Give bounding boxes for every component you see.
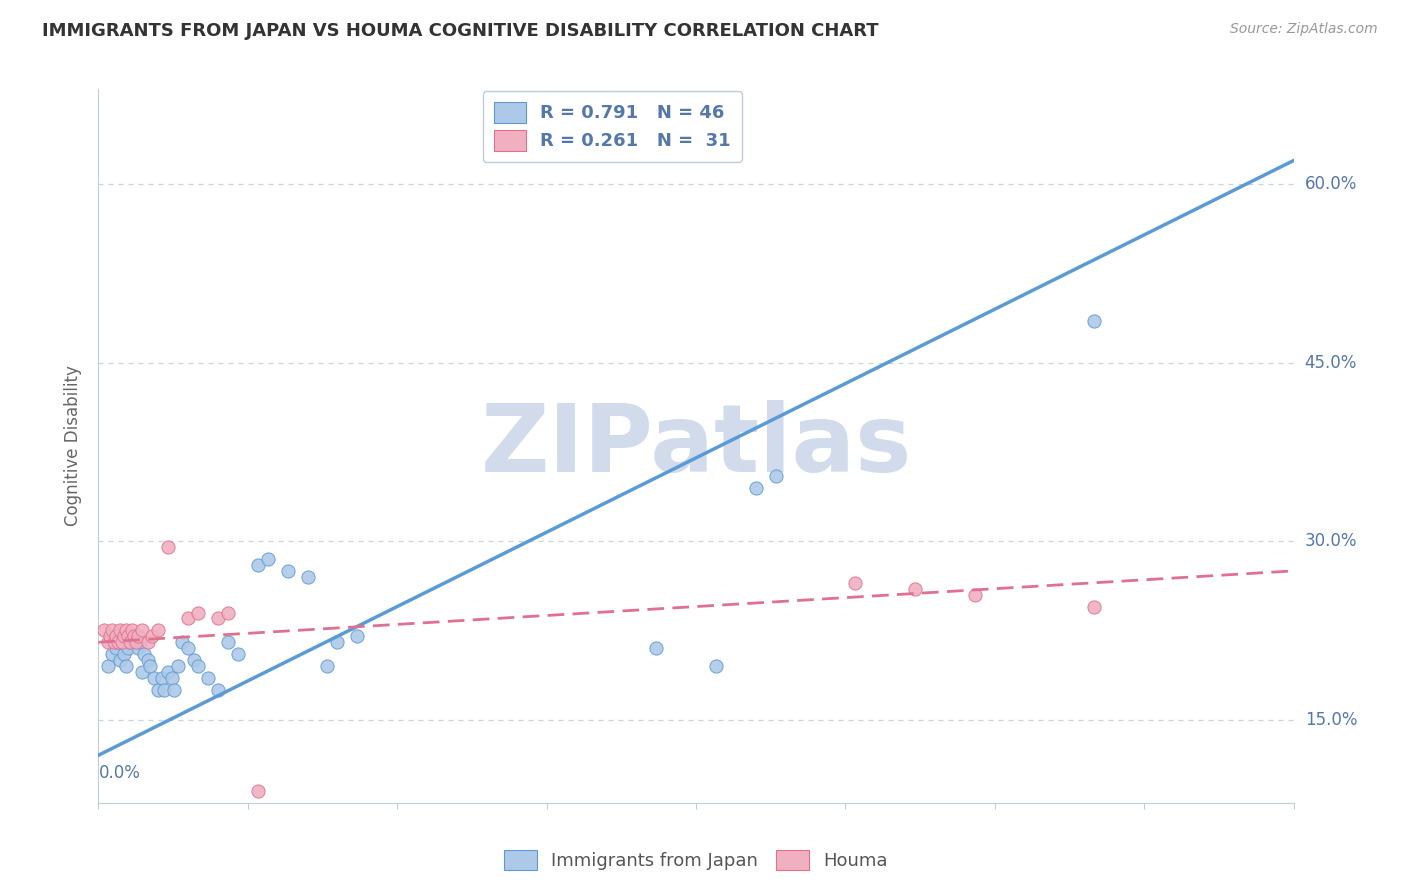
Point	[197, 671, 219, 685]
Text: 15.0%: 15.0%	[1305, 711, 1357, 729]
Point	[704, 659, 727, 673]
Point	[1083, 314, 1105, 328]
Point	[134, 647, 156, 661]
Point	[187, 659, 209, 673]
Point	[765, 468, 787, 483]
Point	[277, 564, 299, 578]
Point	[207, 682, 229, 697]
Text: 60.0%: 60.0%	[1305, 176, 1357, 194]
Point	[177, 611, 200, 625]
Point	[101, 624, 124, 638]
Point	[107, 629, 129, 643]
Point	[98, 629, 122, 643]
Point	[124, 629, 146, 643]
Point	[150, 671, 173, 685]
Point	[167, 659, 190, 673]
Point	[129, 635, 152, 649]
Point	[93, 624, 115, 638]
Point	[125, 635, 148, 649]
Point	[645, 641, 668, 656]
Text: Source: ZipAtlas.com: Source: ZipAtlas.com	[1230, 22, 1378, 37]
Point	[127, 641, 149, 656]
Text: 0.0%: 0.0%	[98, 764, 141, 781]
Point	[217, 606, 239, 620]
Legend: Immigrants from Japan, Houma: Immigrants from Japan, Houma	[495, 840, 897, 880]
Point	[139, 659, 162, 673]
Point	[143, 671, 166, 685]
Point	[153, 682, 176, 697]
Point	[207, 611, 229, 625]
Point	[136, 635, 159, 649]
Text: ZIPatlas: ZIPatlas	[481, 400, 911, 492]
Point	[115, 659, 138, 673]
Y-axis label: Cognitive Disability: Cognitive Disability	[65, 366, 83, 526]
Point	[131, 665, 153, 679]
Point	[97, 635, 120, 649]
Text: 30.0%: 30.0%	[1305, 533, 1357, 550]
Point	[115, 624, 138, 638]
Point	[121, 624, 143, 638]
Point	[110, 624, 132, 638]
Point	[105, 641, 128, 656]
Point	[112, 629, 135, 643]
Point	[117, 629, 139, 643]
Point	[177, 641, 200, 656]
Point	[246, 784, 269, 798]
Point	[107, 635, 129, 649]
Point	[131, 624, 153, 638]
Point	[226, 647, 249, 661]
Point	[346, 629, 368, 643]
Point	[107, 635, 129, 649]
Point	[157, 540, 180, 554]
Point	[844, 575, 866, 590]
Point	[963, 588, 986, 602]
Point	[136, 653, 159, 667]
Point	[124, 635, 146, 649]
Point	[120, 635, 142, 649]
Point	[160, 671, 183, 685]
Point	[1083, 599, 1105, 614]
Point	[148, 624, 170, 638]
Point	[256, 552, 278, 566]
Point	[172, 635, 194, 649]
Point	[97, 659, 120, 673]
Point	[105, 629, 128, 643]
Point	[110, 653, 132, 667]
Point	[111, 635, 134, 649]
Point	[120, 635, 142, 649]
Point	[103, 635, 125, 649]
Point	[125, 629, 148, 643]
Text: IMMIGRANTS FROM JAPAN VS HOUMA COGNITIVE DISABILITY CORRELATION CHART: IMMIGRANTS FROM JAPAN VS HOUMA COGNITIVE…	[42, 22, 879, 40]
Point	[246, 558, 269, 572]
Point	[183, 653, 205, 667]
Point	[316, 659, 339, 673]
Point	[127, 629, 149, 643]
Point	[326, 635, 349, 649]
Point	[101, 647, 124, 661]
Point	[157, 665, 180, 679]
Point	[148, 682, 170, 697]
Text: 45.0%: 45.0%	[1305, 354, 1357, 372]
Point	[141, 629, 163, 643]
Point	[187, 606, 209, 620]
Point	[297, 570, 319, 584]
Point	[217, 635, 239, 649]
Point	[163, 682, 186, 697]
Point	[112, 647, 135, 661]
Point	[745, 481, 768, 495]
Point	[117, 641, 139, 656]
Point	[904, 582, 927, 596]
